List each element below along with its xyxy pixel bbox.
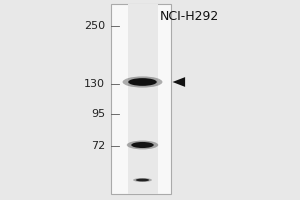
Bar	[128, 4, 158, 194]
Text: 250: 250	[84, 21, 105, 31]
Bar	[111, 4, 171, 194]
Text: 72: 72	[91, 141, 105, 151]
Ellipse shape	[133, 178, 152, 182]
Text: 95: 95	[91, 109, 105, 119]
Text: NCI-H292: NCI-H292	[159, 10, 219, 23]
Ellipse shape	[127, 141, 158, 149]
Polygon shape	[172, 77, 185, 87]
Text: 130: 130	[84, 79, 105, 89]
Ellipse shape	[123, 76, 163, 88]
Ellipse shape	[128, 78, 157, 86]
Ellipse shape	[131, 142, 154, 148]
Ellipse shape	[136, 179, 149, 181]
